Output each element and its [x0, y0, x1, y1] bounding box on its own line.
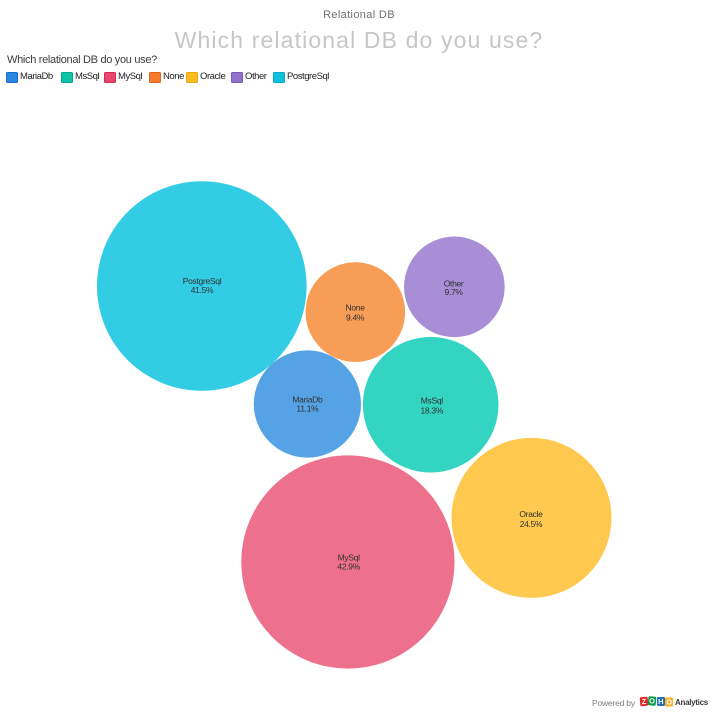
svg-text:9.4%: 9.4%	[346, 312, 365, 322]
svg-text:24.5%: 24.5%	[520, 519, 543, 529]
svg-text:42.9%: 42.9%	[337, 561, 360, 571]
svg-text:9.7%: 9.7%	[445, 287, 464, 297]
svg-text:11.1%: 11.1%	[296, 404, 319, 414]
svg-text:41.5%: 41.5%	[191, 285, 214, 295]
svg-text:MsSql: MsSql	[421, 395, 444, 405]
svg-text:18.3%: 18.3%	[420, 405, 443, 415]
svg-text:PostgreSql: PostgreSql	[183, 276, 222, 286]
svg-text:MySql: MySql	[338, 553, 361, 563]
svg-text:MariaDb: MariaDb	[292, 395, 323, 405]
svg-text:Oracle: Oracle	[519, 509, 543, 519]
svg-text:None: None	[346, 303, 366, 313]
svg-text:Other: Other	[444, 278, 464, 288]
